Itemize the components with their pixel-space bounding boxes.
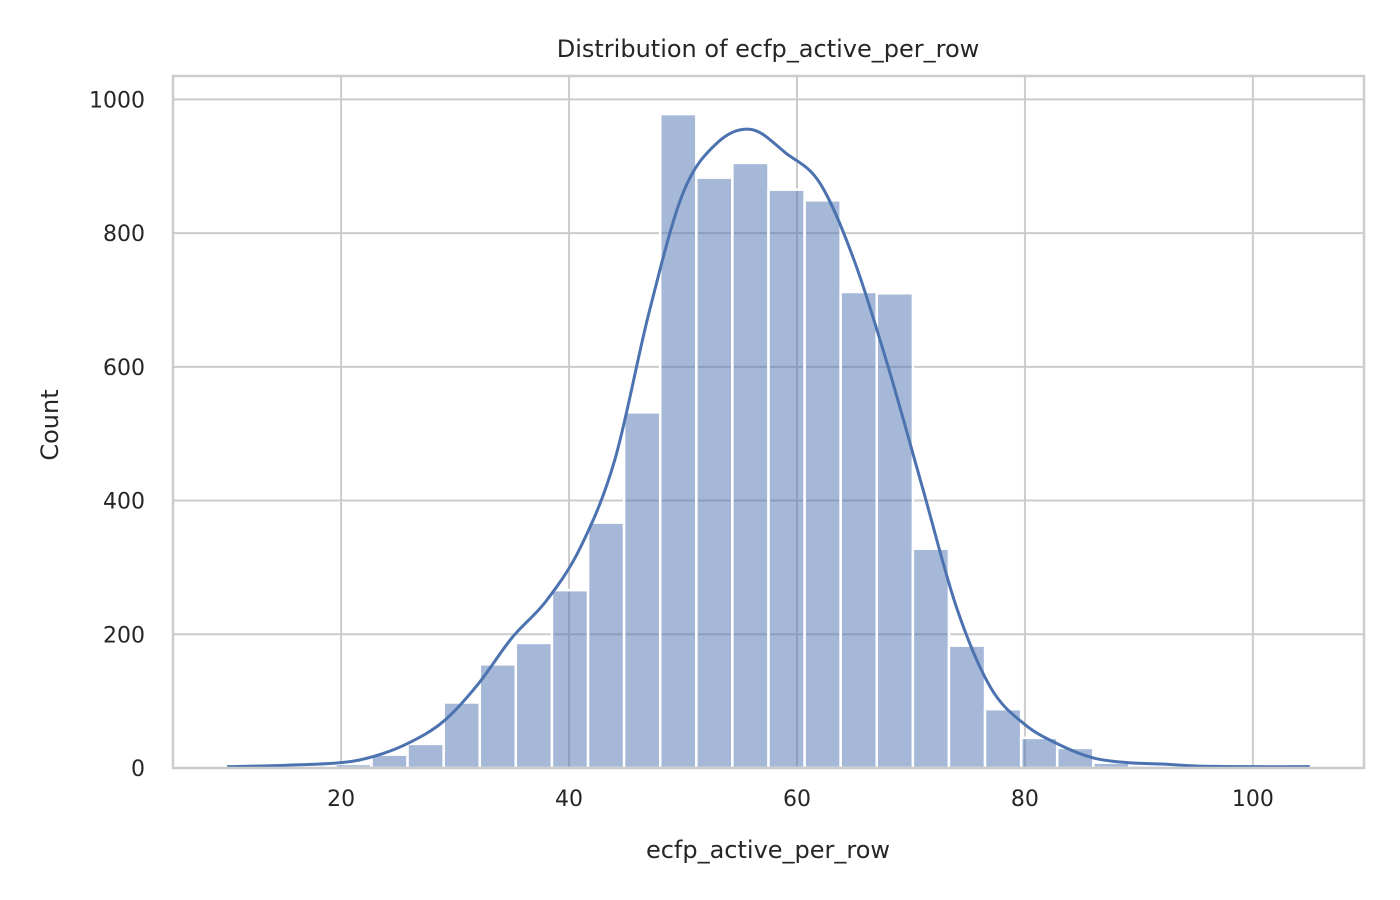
y-tick-label: 0 xyxy=(131,757,145,782)
y-tick-label: 1000 xyxy=(89,88,145,113)
y-tick-label: 800 xyxy=(103,222,145,247)
histogram-bar xyxy=(875,292,915,770)
histogram-bar xyxy=(803,199,842,770)
histogram-bar xyxy=(839,290,879,770)
x-tick-labels: 20 40 60 80 100 xyxy=(327,787,1274,812)
y-tick-label: 200 xyxy=(103,623,145,648)
histogram-bar xyxy=(586,521,626,770)
y-axis-title: Count xyxy=(36,389,64,460)
histogram-bar xyxy=(622,411,662,770)
x-tick-label: 60 xyxy=(783,787,811,812)
histogram-bar xyxy=(478,663,518,770)
y-tick-label: 400 xyxy=(103,490,145,515)
histogram-bar xyxy=(731,161,770,770)
histogram-bar xyxy=(406,742,445,770)
plot-frame xyxy=(171,74,1366,770)
histogram-bar xyxy=(695,176,734,770)
x-tick-label: 40 xyxy=(555,787,583,812)
histogram-bar xyxy=(514,641,554,770)
x-tick-label: 20 xyxy=(327,787,355,812)
histogram-bar xyxy=(767,188,806,770)
histogram-bar xyxy=(911,547,951,770)
y-tick-labels: 0 200 400 600 800 1000 xyxy=(89,88,145,782)
x-axis-title: ecfp_active_per_row xyxy=(646,836,890,864)
histogram-bar xyxy=(983,707,1023,770)
histogram-bars xyxy=(225,112,1312,770)
histogram-bar xyxy=(658,112,698,770)
kde-curve xyxy=(227,127,1310,769)
x-tick-label: 80 xyxy=(1011,787,1039,812)
histogram-bar xyxy=(442,701,482,770)
y-tick-label: 600 xyxy=(103,356,145,381)
x-tick-label: 100 xyxy=(1232,787,1274,812)
chart-title: Distribution of ecfp_active_per_row xyxy=(557,35,980,63)
histogram-bar xyxy=(550,588,590,770)
